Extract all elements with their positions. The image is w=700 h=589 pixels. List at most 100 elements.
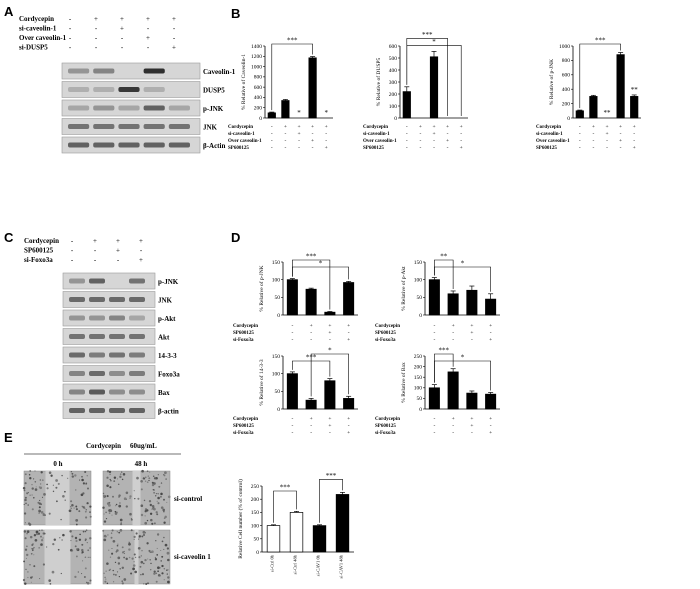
blot-label: Bax bbox=[158, 389, 170, 397]
blot-band bbox=[93, 124, 115, 129]
treatment-sign: - bbox=[325, 138, 327, 144]
micrograph-si-caveolin1-0h bbox=[22, 529, 92, 585]
significance-bracket bbox=[434, 353, 454, 383]
y-axis-label: % Relative of p-Akt bbox=[400, 266, 407, 311]
treatment-sign: - bbox=[325, 131, 327, 137]
blot-label: p-JNK bbox=[158, 278, 179, 286]
y-tick-label: 600 bbox=[389, 44, 398, 50]
treatment-sign: + bbox=[120, 15, 124, 23]
blot-band bbox=[143, 105, 165, 111]
y-tick-label: 150 bbox=[272, 354, 281, 360]
blot-band bbox=[69, 389, 85, 395]
treatment-sign: + bbox=[328, 323, 331, 329]
significance-bracket bbox=[319, 479, 343, 523]
blot-label: Caveolin-1 bbox=[203, 68, 236, 76]
blot-label: Foxo3a bbox=[158, 371, 180, 379]
y-tick-label: 50 bbox=[275, 389, 281, 395]
treatment-sign: - bbox=[490, 330, 492, 336]
blot-band bbox=[129, 352, 145, 358]
x-tick-label: si-CAV1 0h bbox=[316, 554, 321, 576]
blot-strip bbox=[62, 365, 156, 382]
treatment-sign: + bbox=[146, 15, 150, 23]
significance-bracket bbox=[406, 38, 448, 116]
treatment-sign: - bbox=[69, 34, 72, 42]
blot-band bbox=[69, 315, 85, 321]
treatment-sign: - bbox=[284, 138, 286, 144]
treatment-sign: + bbox=[619, 138, 622, 144]
blot-band bbox=[118, 124, 140, 129]
blot-band bbox=[109, 408, 125, 413]
significance-label: ** bbox=[631, 86, 639, 94]
bar-chart-b1: 0 200 400 600 800 1000 1200 1400 % Relative of C… bbox=[228, 37, 333, 151]
blot-band bbox=[118, 105, 140, 111]
y-tick-label: 400 bbox=[562, 87, 571, 93]
treatment-sign: - bbox=[406, 145, 408, 151]
treatment-sign: - bbox=[284, 131, 286, 137]
blot-strip bbox=[61, 99, 201, 117]
blot-strip bbox=[62, 291, 156, 308]
treatment-label: Cordycepin bbox=[24, 237, 59, 245]
y-tick-label: 300 bbox=[389, 80, 398, 86]
treatment-sign: - bbox=[291, 416, 293, 422]
y-axis-label: % Relative of p-JNK bbox=[258, 265, 265, 311]
bar bbox=[428, 279, 440, 316]
treatment-label: si-Foxo3a bbox=[233, 338, 254, 343]
y-tick-label: 0 bbox=[277, 407, 280, 413]
significance-label: *** bbox=[280, 484, 291, 492]
treatment-sign: + bbox=[592, 124, 595, 130]
y-axis-label: % Relative of 14-3-3 bbox=[258, 359, 265, 406]
significance-bracket bbox=[292, 259, 331, 310]
treatment-sign: - bbox=[94, 247, 97, 255]
treatment-sign: + bbox=[310, 323, 313, 329]
blot-band bbox=[69, 371, 85, 376]
bar bbox=[466, 289, 478, 316]
bar bbox=[428, 387, 440, 410]
treatment-sign: - bbox=[140, 247, 143, 255]
significance-bracket bbox=[579, 43, 621, 109]
treatment-label: si-caveolin-1 bbox=[536, 132, 563, 137]
treatment-sign: - bbox=[406, 131, 408, 137]
treatment-sign: + bbox=[452, 416, 455, 422]
treatment-sign: - bbox=[291, 430, 293, 436]
y-tick-label: 800 bbox=[254, 75, 263, 81]
treatment-sign: - bbox=[291, 337, 293, 343]
blot-band bbox=[129, 408, 145, 413]
y-tick-label: 100 bbox=[414, 277, 423, 283]
treatment-sign: - bbox=[579, 145, 581, 151]
bar bbox=[286, 279, 298, 316]
significance-bracket bbox=[310, 353, 349, 397]
blot-label: Akt bbox=[158, 334, 170, 342]
treatment-sign: - bbox=[298, 138, 300, 144]
treatment-label: SP600125 bbox=[375, 331, 396, 336]
treatment-sign: - bbox=[433, 145, 435, 151]
treatment-sign: + bbox=[452, 323, 455, 329]
bar bbox=[447, 371, 459, 410]
y-tick-label: 50 bbox=[417, 396, 423, 402]
bar-chart-b2: 0 100 200 300 400 500 600 % Relative of DUSP5 **… bbox=[363, 31, 468, 151]
blot-band bbox=[168, 105, 190, 111]
x-tick-label: si-Ctrl 48h bbox=[293, 554, 298, 574]
treatment-sign: + bbox=[328, 423, 331, 429]
treatment-sign: - bbox=[310, 337, 312, 343]
treatment-sign: + bbox=[470, 330, 473, 336]
treatment-sign: - bbox=[173, 34, 176, 42]
blot-band bbox=[129, 389, 145, 395]
treatment-label: si-Foxo3a bbox=[24, 256, 53, 264]
bar bbox=[266, 525, 281, 553]
x-tick-label: si-CAV1 48h bbox=[339, 554, 344, 578]
treatment-sign: + bbox=[172, 44, 176, 52]
blot-label: β-Actin bbox=[203, 142, 225, 150]
y-tick-label: 400 bbox=[254, 95, 263, 101]
y-tick-label: 250 bbox=[414, 354, 423, 360]
micrograph-si-control-0h bbox=[22, 470, 92, 526]
treatment-sign: - bbox=[95, 44, 98, 52]
bar bbox=[616, 54, 625, 119]
treatment-label: Cordycepin bbox=[363, 125, 388, 130]
treatment-sign: + bbox=[432, 131, 435, 137]
treatment-sign: + bbox=[470, 323, 473, 329]
treatment-sign: - bbox=[312, 145, 314, 151]
y-axis-label: % Relative of Caveolin-1 bbox=[240, 54, 247, 110]
treatment-sign: + bbox=[489, 337, 492, 343]
treatment-label: Over caveolin-1 bbox=[536, 139, 570, 144]
